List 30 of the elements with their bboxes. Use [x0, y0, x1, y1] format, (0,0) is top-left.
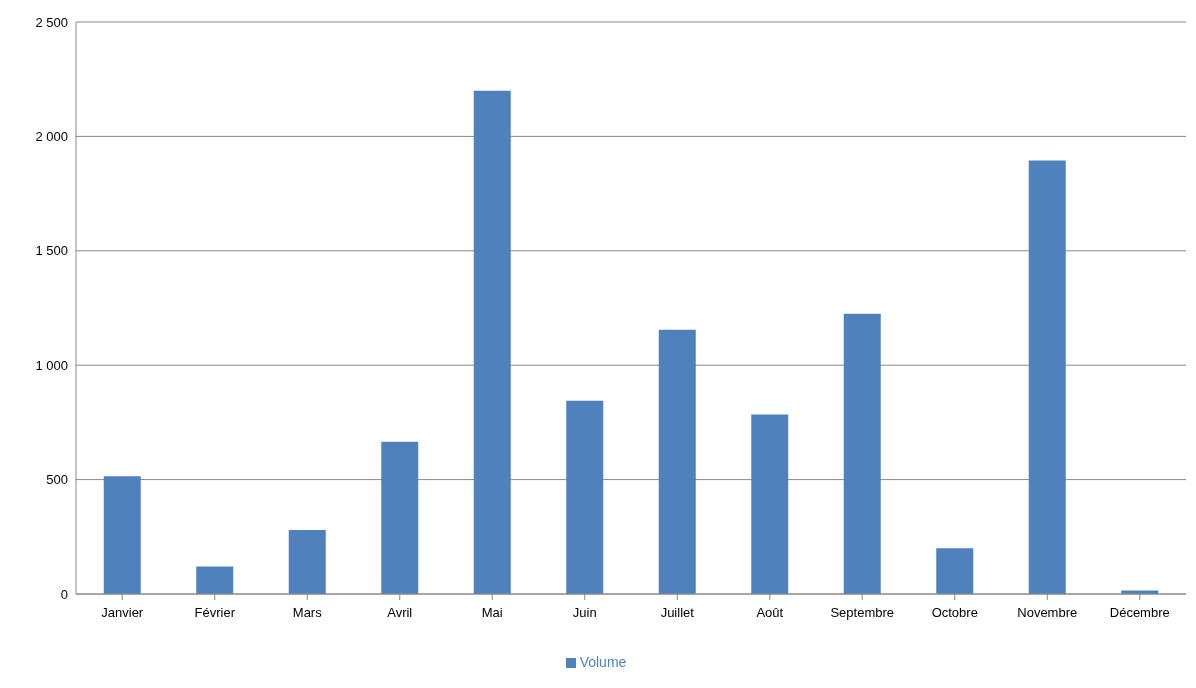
y-tick-label: 2 500	[35, 14, 68, 30]
x-tick-label: Septembre	[830, 605, 895, 621]
bar	[103, 476, 141, 594]
x-tick-label: Décembre	[1109, 605, 1170, 621]
x-tick-label: Août	[756, 605, 784, 621]
bar	[751, 414, 789, 594]
y-tick-label: 500	[46, 472, 68, 488]
bar	[566, 400, 604, 594]
bar	[936, 548, 974, 594]
y-tick-label: 0	[60, 586, 68, 602]
bar	[196, 566, 234, 594]
y-tick-label: 2 000	[35, 129, 68, 145]
bar	[381, 441, 419, 594]
x-tick-label: Mai	[481, 605, 503, 621]
x-tick-label: Avril	[387, 605, 413, 621]
x-tick-label: Juin	[572, 605, 597, 621]
x-tick-label: Juillet	[660, 605, 695, 621]
bar	[658, 329, 696, 594]
y-tick-label: 1 500	[35, 243, 68, 259]
bar	[843, 313, 881, 594]
y-tick-label: 1 000	[35, 357, 68, 373]
bar	[1028, 160, 1066, 594]
legend-label: Volume	[579, 654, 627, 670]
x-tick-label: Février	[194, 605, 236, 621]
x-tick-label: Mars	[292, 605, 323, 621]
bar	[473, 90, 511, 594]
x-tick-label: Octobre	[931, 605, 978, 621]
x-tick-label: Janvier	[101, 605, 144, 621]
bar	[288, 529, 326, 594]
x-tick-label: Novembre	[1017, 605, 1078, 621]
